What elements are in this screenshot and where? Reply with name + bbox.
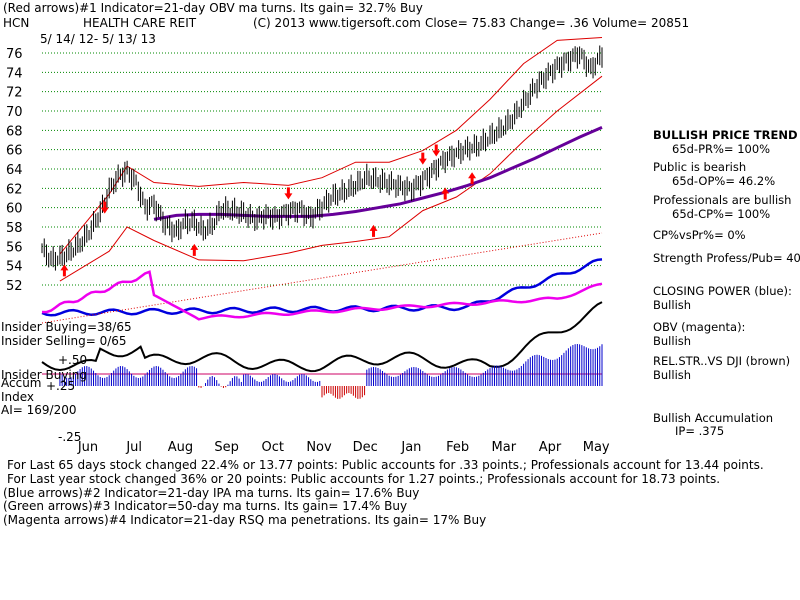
y-tick-label: 76 — [6, 47, 23, 62]
signal-arrow-down — [432, 144, 441, 157]
strength-ratio: Strength Profess/Pub= 40 — [653, 251, 800, 265]
price-bars — [41, 45, 603, 271]
month-axis-labels: Jun Jul Aug Sep Oct Nov Dec Jan Feb Mar Apr May — [77, 440, 610, 455]
plus-25-label: +.25 — [46, 379, 76, 393]
x-tick-label: Nov — [306, 440, 332, 455]
y-tick-label: 72 — [6, 86, 23, 101]
accumulation-label: Bullish Accumulation — [653, 411, 774, 425]
relstr-label: REL.STR..VS DJI (brown) — [653, 354, 791, 368]
cp-vs-pr: CP%vsPr%= 0% — [653, 228, 746, 242]
y-tick-label: 52 — [6, 279, 23, 294]
y-tick-label: 54 — [6, 260, 23, 275]
closing-power — [41, 258, 603, 317]
company-name: HEALTH CARE REIT — [83, 16, 197, 30]
header-line-1: (Red arrows)#1 Indicator=21-day OBV ma t… — [3, 1, 423, 15]
signal-arrows — [60, 144, 477, 277]
insider-buying-2: Insider Buying — [1, 368, 87, 382]
pros-title: Professionals are bullish — [653, 193, 792, 207]
y-tick-label: 70 — [6, 105, 23, 120]
relative-strength-line — [41, 301, 603, 375]
x-tick-label: Apr — [539, 440, 562, 455]
signal-arrow-up — [468, 172, 477, 185]
signal-arrow-down — [284, 187, 293, 200]
insider-selling: Insider Selling= 0/65 — [1, 334, 127, 348]
x-tick-label: Jul — [125, 440, 142, 455]
y-tick-label: 74 — [6, 66, 23, 81]
lower-band — [59, 75, 603, 282]
y-tick-label: 64 — [6, 163, 23, 178]
footer-line-1: For Last 65 days stock changed 22.4% or … — [7, 458, 764, 472]
signal-arrow-up — [60, 264, 69, 277]
relative-strength — [41, 301, 603, 373]
footer-line-3: (Blue arrows)#2 Indicator=21-day IPA ma … — [3, 486, 420, 500]
upper-band — [59, 37, 603, 255]
x-tick-label: Oct — [262, 440, 284, 455]
obv-status: Bullish — [653, 334, 692, 348]
cp-value: 65d-CP%= 100% — [672, 207, 771, 221]
quote-summary: Close= 75.83 Change= .36 Volume= 20851 — [425, 16, 690, 30]
closing-power-line — [41, 232, 603, 324]
x-tick-label: Jan — [400, 440, 421, 455]
accum-label: Accum — [1, 376, 42, 390]
ip-value: IP= .375 — [675, 424, 725, 438]
x-tick-label: Mar — [492, 440, 517, 455]
x-tick-label: Sep — [214, 440, 239, 455]
y-tick-label: 62 — [6, 182, 23, 197]
moving-average-line — [153, 126, 603, 221]
copyright: (C) 2013 www.tigersoft.com — [253, 16, 421, 30]
footer-line-5: (Magenta arrows)#4 Indicator=21-day RSQ … — [3, 513, 487, 527]
ticker-symbol: HCN — [3, 16, 30, 30]
trend-title: BULLISH PRICE TREND — [653, 128, 798, 142]
obv-line — [41, 270, 603, 321]
y-tick-label: 68 — [6, 124, 23, 139]
accumulation-histogram — [59, 343, 603, 399]
price-bands — [59, 37, 603, 282]
public-title: Public is bearish — [653, 160, 747, 174]
relstr-status: Bullish — [653, 368, 692, 382]
x-tick-label: Jun — [77, 440, 98, 455]
price-axis-labels: 76 74 72 70 68 66 64 62 60 58 56 54 52 — [6, 47, 23, 294]
ai-value: AI= 169/200 — [1, 403, 77, 417]
footer-line-2: For Last year stock changed 36% or 20 po… — [7, 472, 721, 486]
price-gridlines — [42, 52, 602, 286]
x-tick-label: Aug — [168, 440, 193, 455]
y-tick-label: 56 — [6, 240, 23, 255]
obv-label: OBV (magenta): — [653, 320, 746, 334]
index-label: Index — [1, 390, 35, 404]
footer-line-4: (Green arrows)#3 Indicator=50-day ma tur… — [3, 499, 408, 513]
x-tick-label: May — [583, 440, 610, 455]
plus-50-label: +.50 — [58, 353, 88, 367]
ma-50 — [153, 126, 603, 221]
x-tick-label: Feb — [446, 440, 469, 455]
insider-buying: Insider Buying=38/65 — [1, 320, 132, 334]
closing-power-label: CLOSING POWER (blue): — [653, 284, 792, 298]
y-tick-label: 60 — [6, 202, 23, 217]
date-range: 5/ 14/ 12- 5/ 13/ 13 — [40, 32, 156, 46]
x-tick-label: Dec — [353, 440, 378, 455]
signal-arrow-up — [190, 243, 199, 256]
y-tick-label: 58 — [6, 221, 23, 236]
minus-25-label: -.25 — [58, 430, 82, 444]
signal-arrow-up — [369, 224, 378, 237]
obv — [41, 270, 603, 321]
op-value: 65d-OP%= 46.2% — [672, 174, 776, 188]
signal-arrow-down — [100, 201, 109, 214]
y-tick-label: 66 — [6, 144, 23, 159]
closing-power-status: Bullish — [653, 298, 692, 312]
signal-arrow-down — [418, 152, 427, 165]
pr-value: 65d-PR%= 100% — [672, 142, 771, 156]
signal-arrow-up — [441, 187, 450, 200]
